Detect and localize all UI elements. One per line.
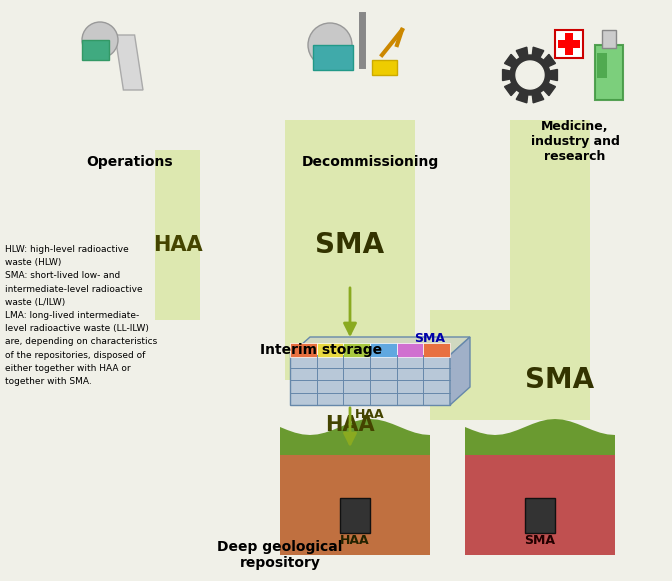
Text: SMA: SMA bbox=[415, 332, 446, 345]
Bar bbox=[372, 60, 397, 75]
Circle shape bbox=[82, 22, 118, 58]
Bar bbox=[82, 40, 109, 60]
Text: HAA: HAA bbox=[340, 534, 370, 547]
Polygon shape bbox=[510, 55, 550, 95]
Text: SMA: SMA bbox=[525, 534, 556, 547]
Polygon shape bbox=[516, 87, 528, 103]
Bar bbox=[313, 45, 353, 70]
Polygon shape bbox=[516, 47, 528, 63]
Bar bbox=[525, 497, 555, 533]
Text: Interim storage: Interim storage bbox=[260, 343, 382, 357]
Bar bbox=[595, 45, 623, 100]
Bar bbox=[423, 343, 450, 357]
Bar bbox=[602, 30, 616, 48]
Polygon shape bbox=[505, 81, 521, 96]
Bar bbox=[465, 455, 615, 555]
Circle shape bbox=[308, 23, 352, 67]
Polygon shape bbox=[503, 70, 516, 81]
Text: Operations: Operations bbox=[87, 155, 173, 169]
Bar bbox=[155, 150, 200, 320]
Polygon shape bbox=[532, 87, 544, 103]
Bar bbox=[280, 455, 430, 555]
Text: Deep geological
repository: Deep geological repository bbox=[217, 540, 343, 570]
Text: SMA: SMA bbox=[526, 366, 595, 394]
Bar bbox=[290, 355, 450, 405]
Polygon shape bbox=[280, 419, 430, 455]
Bar bbox=[510, 120, 590, 420]
Bar bbox=[430, 310, 590, 420]
Text: HAA: HAA bbox=[355, 408, 385, 421]
Text: Decommissioning: Decommissioning bbox=[301, 155, 439, 169]
Polygon shape bbox=[516, 61, 544, 89]
Polygon shape bbox=[540, 55, 556, 69]
Bar bbox=[340, 497, 370, 533]
Bar bbox=[317, 343, 343, 357]
Polygon shape bbox=[465, 419, 615, 455]
Polygon shape bbox=[505, 55, 521, 69]
Text: HAA: HAA bbox=[153, 235, 203, 255]
Bar bbox=[285, 120, 415, 380]
Text: HLW: high-level radioactive
waste (HLW)
SMA: short-lived low- and
intermediate-l: HLW: high-level radioactive waste (HLW) … bbox=[5, 245, 157, 386]
Bar bbox=[597, 53, 607, 78]
Bar bbox=[396, 343, 423, 357]
Polygon shape bbox=[540, 81, 556, 96]
Polygon shape bbox=[290, 337, 470, 355]
Polygon shape bbox=[532, 47, 544, 63]
Bar bbox=[564, 33, 573, 55]
Polygon shape bbox=[544, 70, 558, 81]
Bar bbox=[343, 343, 370, 357]
Polygon shape bbox=[115, 35, 143, 90]
Text: HAA: HAA bbox=[325, 415, 375, 435]
Bar bbox=[290, 343, 317, 357]
Bar bbox=[558, 40, 580, 48]
Text: Medicine,
industry and
research: Medicine, industry and research bbox=[531, 120, 620, 163]
Bar bbox=[555, 30, 583, 58]
Polygon shape bbox=[450, 337, 470, 405]
Text: SMA: SMA bbox=[315, 231, 384, 259]
Bar bbox=[370, 343, 396, 357]
